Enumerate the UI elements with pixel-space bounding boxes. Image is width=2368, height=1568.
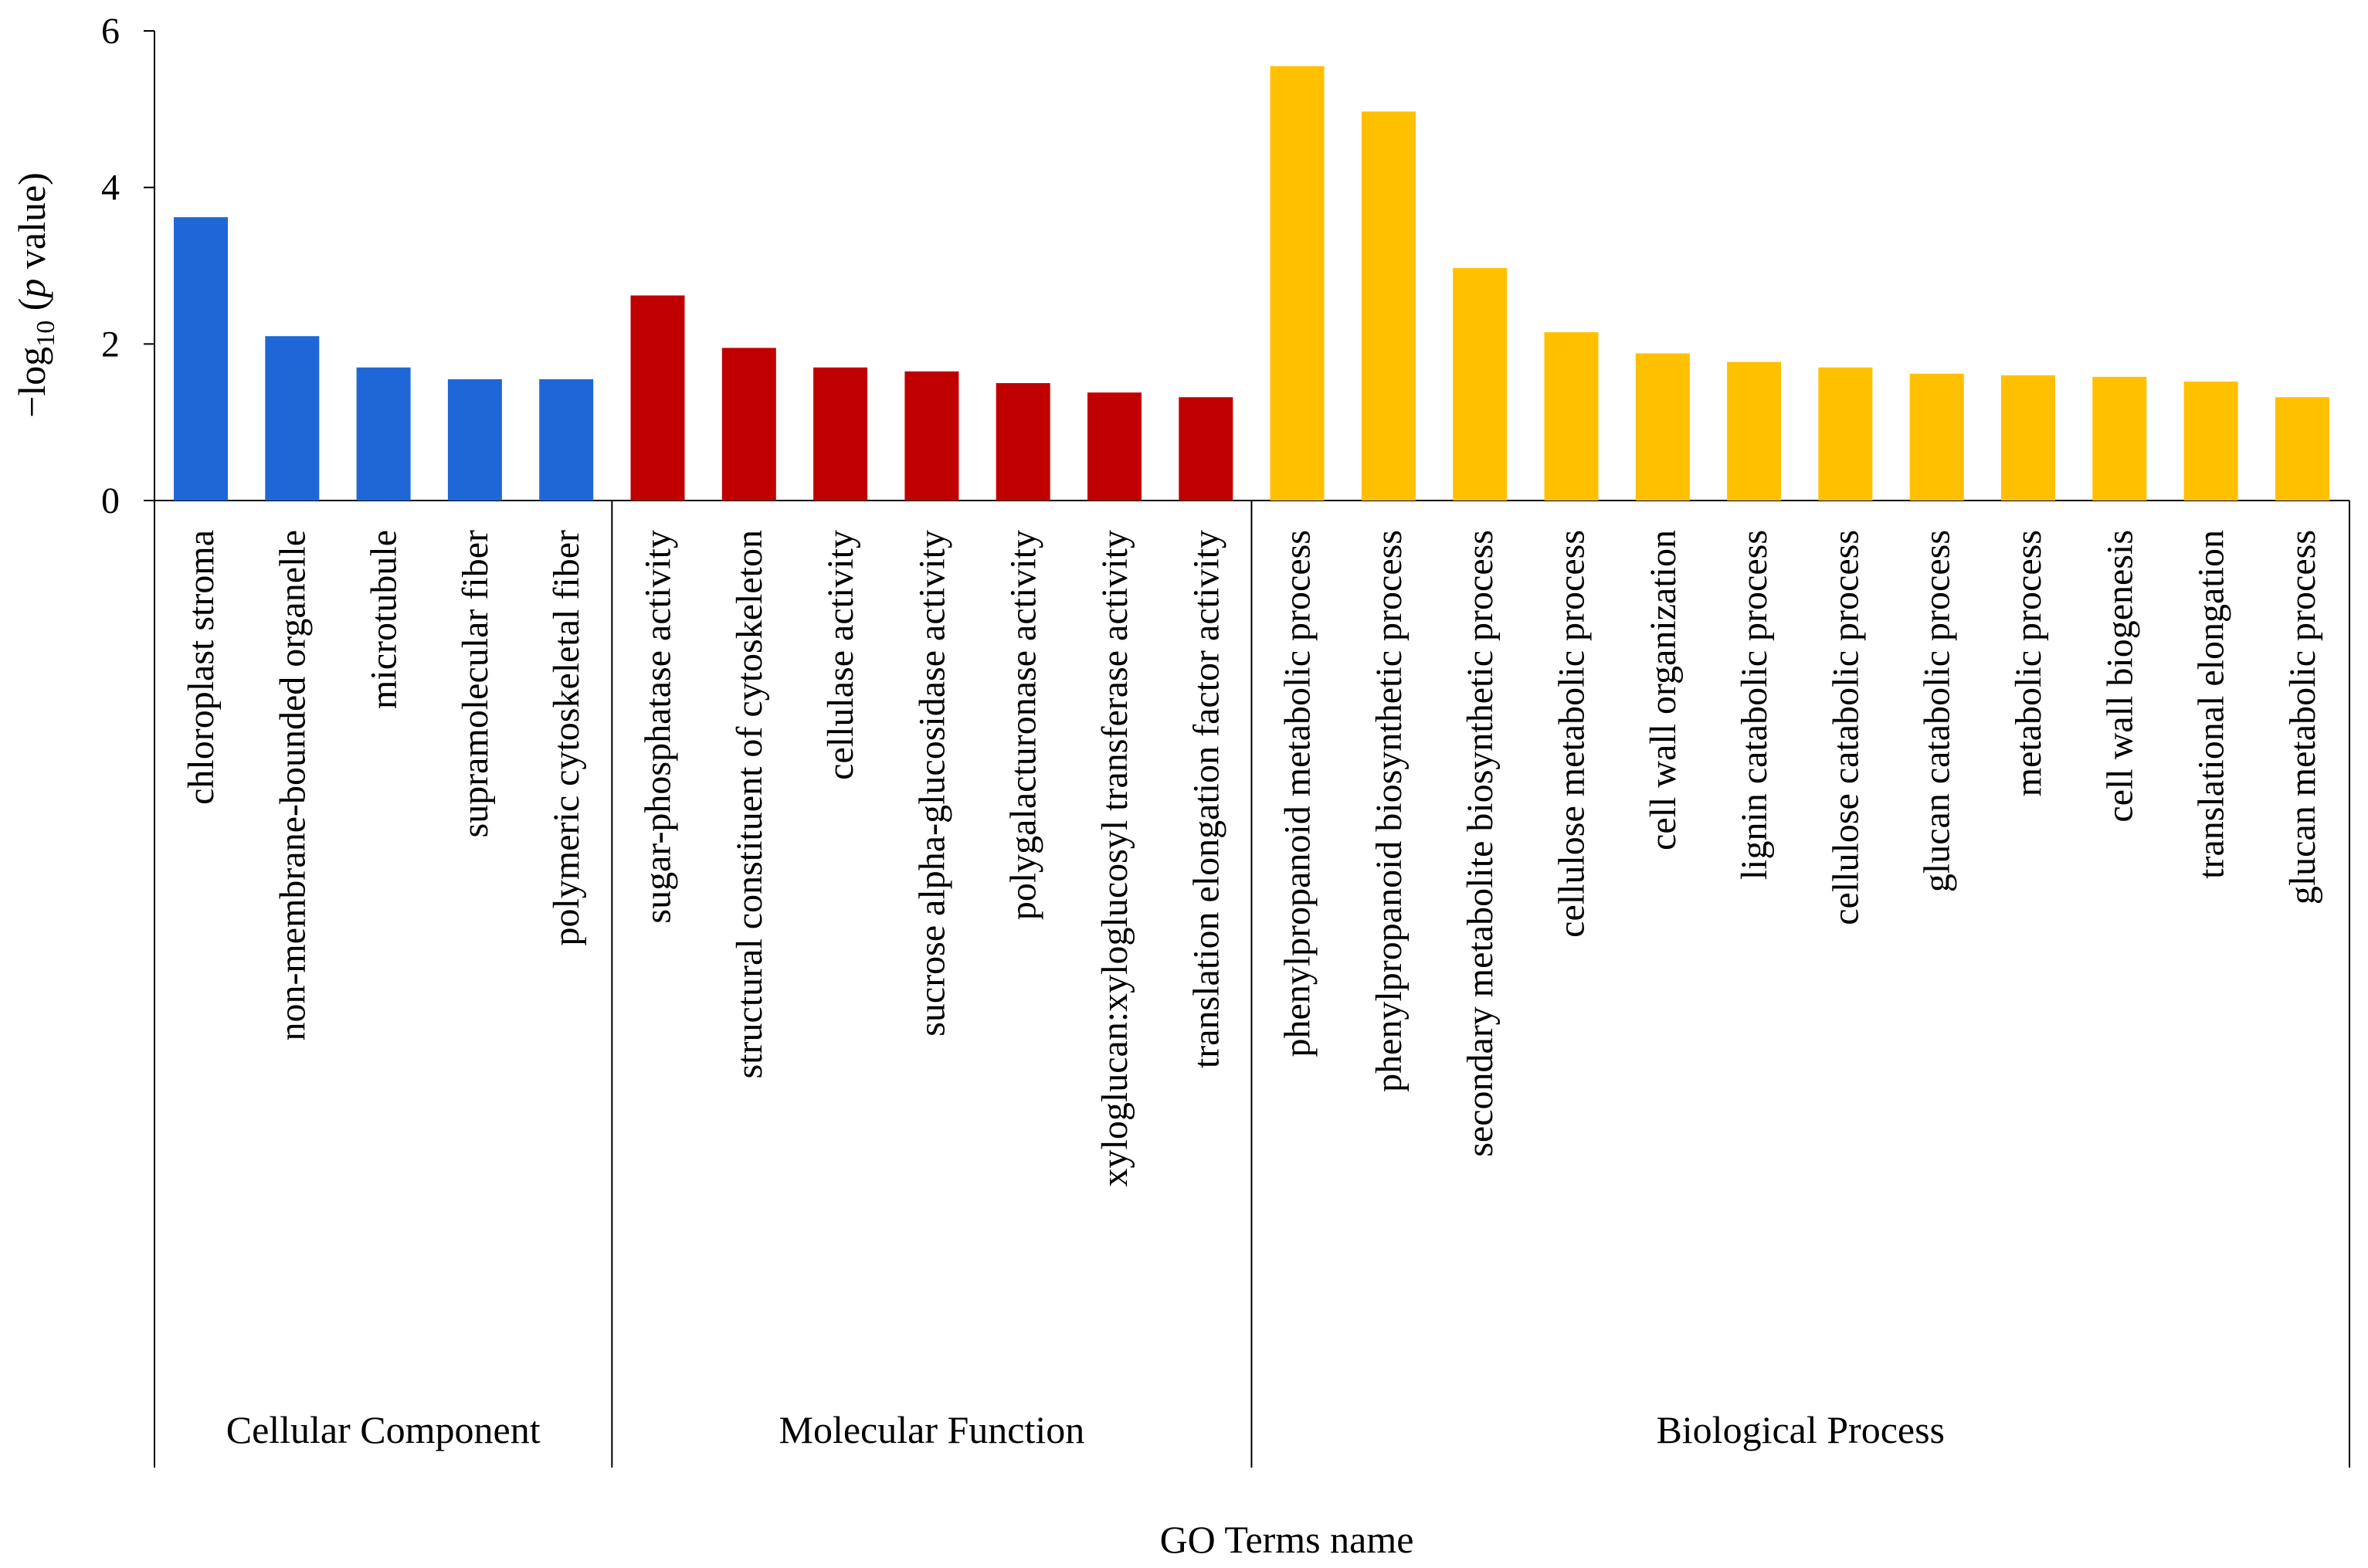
category-label: chloroplast stroma — [181, 530, 222, 805]
bar — [174, 217, 228, 501]
bar — [2275, 397, 2329, 501]
category-label: polygalacturonase activity — [1003, 530, 1044, 920]
category-label: glucan metabolic process — [2282, 530, 2323, 904]
category-labels: chloroplast stroma non-membrane-bounded o… — [181, 530, 2323, 1186]
bar — [539, 378, 594, 501]
category-label: cellulose metabolic process — [1552, 530, 1593, 938]
category-label: secondary metabolite biosynthetic proces… — [1460, 530, 1501, 1157]
category-label: translation elongation factor activity — [1186, 530, 1226, 1068]
category-label: non-membrane-bounded organelle — [272, 530, 313, 1041]
bar — [721, 348, 776, 501]
bar — [1361, 111, 1416, 501]
y-axis-label: −log10 (p value) — [10, 172, 60, 418]
category-label: phenylpropanoid biosynthetic process — [1369, 530, 1410, 1092]
category-label: supramolecular fiber — [455, 530, 496, 838]
bar — [356, 367, 411, 501]
category-label: microtubule — [364, 530, 405, 709]
bar — [1453, 268, 1508, 501]
bar — [1544, 332, 1599, 501]
bar — [1179, 397, 1233, 501]
bar — [1818, 367, 1873, 501]
category-label: sucrose alpha-glucosidase activity — [911, 530, 952, 1037]
bar — [2092, 376, 2147, 501]
category-label: cellulose catabolic process — [1825, 530, 1866, 925]
category-label: xyloglucan:xyloglucosyl transferase acti… — [1094, 530, 1135, 1186]
category-label: structural constituent of cytoskeleton — [729, 530, 770, 1078]
category-label: cellulase activity — [820, 530, 861, 780]
group-label: Cellular Component — [226, 1408, 541, 1451]
category-label: glucan catabolic process — [1917, 530, 1958, 892]
group-label: Biological Process — [1656, 1408, 1945, 1451]
category-label: translational elongation — [2191, 530, 2232, 879]
category-label: polymeric cytoskeletal fiber — [546, 530, 587, 945]
bar — [1909, 373, 1964, 501]
bars-layer — [174, 66, 2329, 501]
bar — [630, 295, 685, 501]
y-tick-label: 2 — [101, 324, 120, 365]
y-tick-labels: 0 2 4 6 — [101, 11, 154, 521]
bar — [813, 367, 868, 501]
category-label: cell wall biogenesis — [2099, 530, 2140, 823]
category-label: sugar-phosphatase activity — [638, 530, 679, 924]
group-labels: Cellular Component Molecular Function Biol… — [226, 1408, 1945, 1451]
axis-lines — [154, 31, 2350, 1468]
bar — [996, 383, 1050, 501]
y-tick-label: 0 — [101, 480, 120, 521]
bar — [447, 378, 502, 501]
bar — [2001, 375, 2055, 501]
bar — [265, 336, 320, 501]
group-label: Molecular Function — [779, 1408, 1085, 1451]
bar — [1727, 361, 1782, 501]
bar — [1087, 392, 1142, 501]
bar — [2183, 381, 2238, 501]
y-tick-label: 4 — [101, 168, 120, 209]
bar — [1635, 353, 1690, 501]
y-tick-label: 6 — [101, 11, 120, 52]
category-label: cell wall organization — [1643, 530, 1684, 850]
bar — [1270, 66, 1325, 501]
x-axis-label: GO Terms name — [1160, 1518, 1414, 1561]
bar — [904, 371, 959, 501]
category-label: metabolic process — [2008, 530, 2049, 796]
category-label: phenylpropanoid metabolic process — [1277, 530, 1318, 1057]
category-label: lignin catabolic process — [1734, 530, 1775, 880]
